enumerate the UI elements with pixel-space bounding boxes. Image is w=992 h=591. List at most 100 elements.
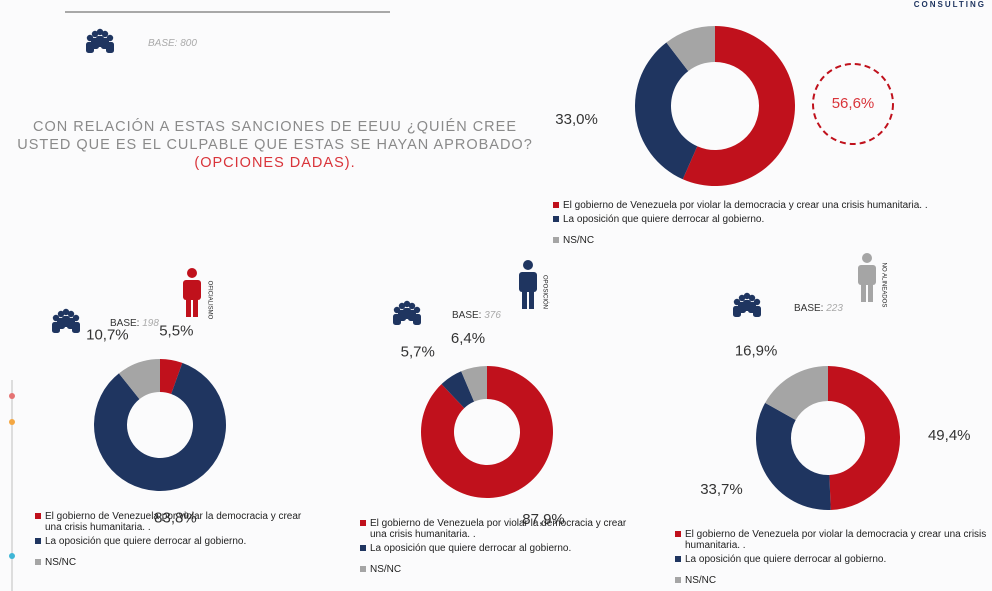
value-label: 33,0% [555, 111, 598, 128]
person-head [57, 310, 65, 318]
value-label: 83,8% [154, 510, 197, 527]
legend: El gobierno de Venezuela por violar la d… [360, 518, 645, 578]
base-value: 198 [142, 318, 159, 329]
legend-text: La oposición que quiere derrocar al gobi… [563, 214, 765, 225]
base-value: 800 [180, 38, 197, 49]
legend-item: NS/NC [675, 575, 992, 586]
people-icon [86, 28, 114, 53]
person-head [862, 253, 872, 263]
person-figure [183, 268, 201, 317]
legend-text: NS/NC [370, 564, 402, 575]
legend-item: La oposición que quiere derrocar al gobi… [360, 543, 645, 554]
highlight-circle [812, 63, 894, 145]
person-torso [858, 265, 876, 285]
legend-text: NS/NC [685, 575, 717, 586]
value-label: 49,4% [928, 427, 971, 444]
base-label: BASE: [794, 303, 824, 314]
base-label: BASE: [110, 318, 140, 329]
legend-item: La oposición que quiere derrocar al gobi… [553, 214, 933, 225]
legend-text: La oposición que quiere derrocar al gobi… [370, 543, 572, 554]
person-head [523, 260, 533, 270]
person-head [748, 294, 756, 302]
legend-text: El gobierno de Venezuela por violar la d… [563, 200, 928, 211]
donut-segment [421, 366, 553, 498]
legend-swatch [675, 577, 681, 583]
legend-swatch [35, 513, 41, 519]
value-label: 33,7% [700, 481, 743, 498]
person-head [738, 294, 746, 302]
base-value: 376 [484, 310, 501, 321]
person-head [408, 302, 416, 310]
legend-item: El gobierno de Venezuela por violar la d… [35, 511, 320, 533]
person-head [403, 300, 411, 308]
side-dot [9, 393, 15, 399]
person-figure [519, 260, 537, 309]
legend: El gobierno de Venezuela por violar la d… [553, 200, 933, 249]
value-label: 5,7% [401, 344, 435, 361]
highlight-label: 56,6% [832, 95, 875, 112]
legend-swatch [675, 556, 681, 562]
legend-item: La oposición que quiere derrocar al gobi… [35, 536, 320, 547]
donut-segment [756, 402, 831, 510]
legend-swatch [360, 545, 366, 551]
person-body [96, 36, 104, 47]
donut-segment [682, 26, 795, 187]
question-note: (OPCIONES DADAS). [194, 155, 356, 171]
person-leg [186, 299, 191, 317]
person-figure [858, 253, 876, 302]
group-label: OPOSICIÓN [541, 275, 548, 309]
value-label: 10,7% [86, 326, 129, 343]
legend-item: NS/NC [553, 235, 933, 246]
base: BASE: 376 [452, 310, 501, 321]
legend-text: El gobierno de Venezuela por violar la d… [370, 518, 627, 540]
people-icon [52, 308, 80, 333]
legend-swatch [553, 237, 559, 243]
legend-text: La oposición que quiere derrocar al gobi… [685, 554, 887, 565]
question: CON RELACIÓN A ESTAS SANCIONES DE EEUU ¿… [10, 118, 540, 172]
value-label: 6,4% [451, 330, 485, 347]
donut-segment [828, 366, 900, 510]
legend-swatch [553, 202, 559, 208]
value-label: 5,5% [159, 322, 193, 339]
person-leg [868, 284, 873, 302]
legend-swatch [553, 216, 559, 222]
person-body [62, 316, 70, 327]
value-label: 10,4% [635, 0, 678, 2]
donut-segment [160, 359, 183, 394]
value-label: 87,9% [522, 511, 565, 528]
legend: El gobierno de Venezuela por violar la d… [35, 511, 320, 571]
legend-text: NS/NC [563, 235, 595, 246]
donut-segment [118, 359, 160, 400]
person-head [67, 310, 75, 318]
people-icon [393, 300, 421, 325]
legend-swatch [35, 538, 41, 544]
legend-text: El gobierno de Venezuela por violar la d… [685, 529, 987, 551]
value-label: 16,9% [735, 343, 778, 360]
brand: CONSULTING [913, 0, 986, 9]
side-dot [9, 553, 15, 559]
person-head [91, 30, 99, 38]
donut-segment [441, 371, 475, 409]
person-head [62, 308, 70, 316]
legend-text: La oposición que quiere derrocar al gobi… [45, 536, 247, 547]
side-dot [9, 419, 15, 425]
person-torso [183, 280, 201, 300]
people-icon [733, 292, 761, 317]
base-label: BASE: [148, 38, 178, 49]
person-leg [529, 291, 534, 309]
donut-segment [666, 26, 715, 72]
person-head [96, 28, 104, 36]
person-leg [193, 299, 198, 317]
base: BASE: 223 [794, 303, 843, 314]
legend-item: El gobierno de Venezuela por violar la d… [675, 529, 992, 551]
group-label: NO ALINEADOS [880, 263, 886, 308]
group-label: OFICIALISMO [206, 281, 212, 320]
legend-swatch [360, 520, 366, 526]
base: BASE: 800 [148, 38, 197, 49]
person-leg [522, 291, 527, 309]
person-torso [519, 272, 537, 292]
legend-item: El gobierno de Venezuela por violar la d… [553, 200, 933, 211]
person-leg [861, 284, 866, 302]
